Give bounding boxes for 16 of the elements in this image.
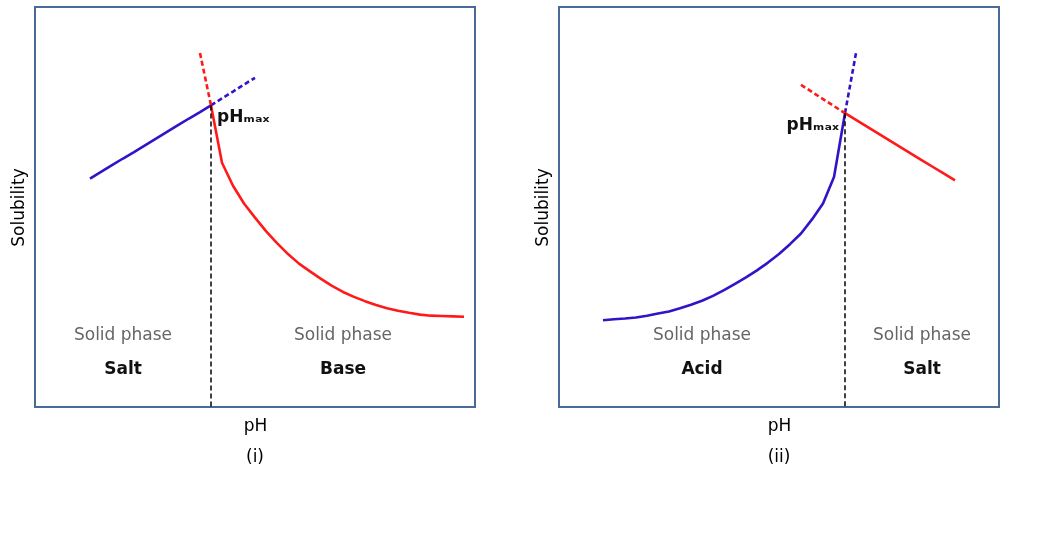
annotation: Salt bbox=[903, 358, 941, 378]
annotation: pHₘₐₓ bbox=[786, 114, 839, 135]
annotation: Base bbox=[319, 358, 367, 378]
annotation: Solid phase bbox=[293, 324, 393, 344]
text: (i) bbox=[246, 446, 264, 466]
annotation: Salt bbox=[104, 358, 142, 378]
x-axis-title: pH bbox=[243, 414, 268, 435]
annotation: Solid phase bbox=[872, 324, 972, 344]
text: (ii) bbox=[767, 446, 791, 466]
annotation: Solid phase bbox=[652, 324, 752, 344]
annotation: Solid phase bbox=[73, 324, 173, 344]
y-axis-title: Solubility bbox=[531, 168, 552, 247]
annotation: Acid bbox=[681, 358, 723, 378]
y-axis-title: Solubility bbox=[7, 168, 28, 247]
x-axis-title: pH bbox=[767, 414, 792, 435]
annotation: pHₘₐₓ bbox=[217, 106, 270, 127]
